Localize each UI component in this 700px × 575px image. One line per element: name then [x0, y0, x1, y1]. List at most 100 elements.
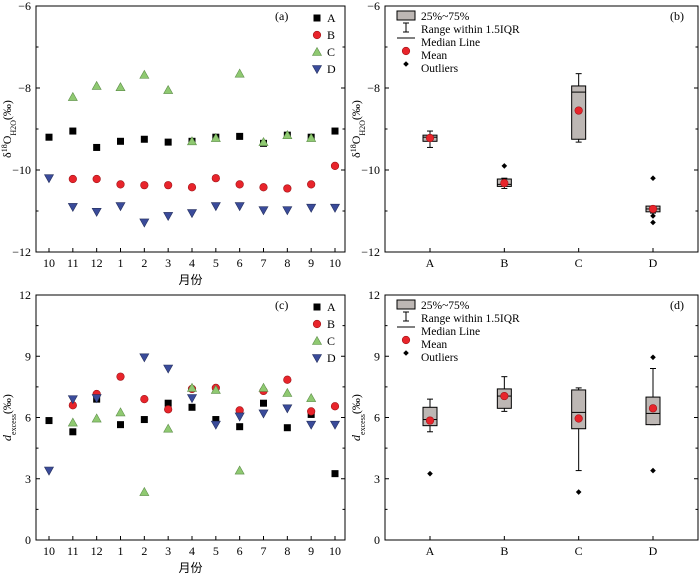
x-tick-label: 7: [261, 256, 267, 270]
point-A: [236, 132, 244, 140]
x-tick-label: 10: [43, 544, 55, 558]
mean-marker: [425, 416, 435, 425]
legend-marker-A: [313, 303, 321, 311]
y-tick-label: 3: [374, 472, 380, 486]
legend-label: B: [327, 28, 335, 42]
x-tick-label: 1: [118, 256, 124, 270]
mean-marker: [574, 106, 583, 115]
y-axis-label: δ18OH2O(‰): [349, 100, 367, 158]
point-A: [117, 421, 124, 429]
panel-1: −12 −10 −8 −6 δ18OH2O(‰) A B C D (b) 25%~75%Range …: [349, 0, 699, 270]
point-D: [210, 420, 221, 430]
panel-label: (b): [670, 9, 684, 23]
y-tick-label: 6: [25, 411, 31, 425]
point-A: [188, 403, 196, 411]
box-A: [422, 398, 438, 477]
point-A: [45, 133, 53, 141]
legend-marker-B: [312, 30, 322, 40]
point-B: [211, 174, 220, 183]
point-C: [258, 382, 269, 392]
x-tick-label: 12: [91, 544, 103, 558]
point-C: [186, 136, 198, 146]
point-D: [306, 203, 317, 213]
point-A: [164, 138, 172, 146]
point-D: [163, 364, 174, 374]
point-B: [116, 180, 125, 189]
point-C: [186, 382, 198, 392]
legend-marker-A: [313, 14, 321, 22]
box-B: [496, 376, 512, 412]
iqr-box: [571, 389, 587, 430]
point-A: [331, 470, 339, 478]
legend-label: A: [327, 300, 336, 314]
point-C: [115, 82, 126, 91]
box-D: [645, 175, 661, 226]
outlier-marker: [501, 163, 508, 169]
y-tick-label: −6: [367, 0, 380, 13]
point-B: [92, 174, 101, 184]
point-D: [329, 203, 341, 213]
x-tick-label: C: [575, 256, 583, 270]
outlier-marker: [575, 489, 582, 495]
legend-label: Range within 1.5IQR: [421, 24, 520, 36]
point-D: [43, 466, 55, 476]
point-D: [139, 353, 150, 363]
point-A: [140, 416, 148, 424]
point-C: [139, 69, 150, 79]
point-D: [91, 208, 102, 217]
x-tick-label: 4: [189, 256, 195, 270]
y-tick-label: −6: [18, 0, 31, 13]
plot-frame: [35, 294, 346, 541]
legend-label: Median Line: [421, 326, 480, 338]
outlier-marker: [650, 219, 656, 226]
y-tick-label: 6: [374, 411, 380, 425]
x-tick-label: 1: [118, 544, 124, 558]
point-D: [115, 202, 126, 212]
point-B: [187, 183, 197, 192]
x-tick-label: 6: [237, 256, 243, 270]
point-D: [282, 404, 293, 414]
legend-label: Median Line: [421, 37, 480, 49]
point-B: [307, 407, 316, 416]
x-tick-label: 5: [213, 256, 219, 270]
x-axis-label: 月份: [178, 561, 202, 575]
legend-label: 25%~75%: [421, 300, 470, 312]
point-C: [258, 137, 269, 146]
point-A: [45, 417, 53, 425]
x-tick-label: 8: [284, 256, 290, 270]
point-C: [210, 384, 221, 394]
x-axis-label: 月份: [178, 273, 202, 287]
x-tick-label: C: [575, 544, 583, 558]
point-D: [186, 394, 198, 404]
x-tick-label: 8: [284, 544, 290, 558]
y-tick-label: 3: [25, 472, 31, 486]
y-tick-label: −8: [18, 81, 31, 95]
point-B: [259, 183, 268, 192]
x-tick-label: 10: [329, 256, 341, 270]
y-axis-label: dexcess(‰): [0, 394, 18, 441]
point-A: [164, 399, 172, 407]
point-D: [139, 218, 150, 228]
panel-label: (a): [275, 9, 288, 23]
point-C: [163, 423, 174, 433]
x-tick-label: B: [500, 544, 508, 558]
x-tick-label: 4: [189, 544, 195, 558]
y-axis-label: δ18OH2O(‰): [0, 100, 18, 158]
point-B: [330, 402, 340, 411]
x-tick-label: 7: [261, 544, 267, 558]
x-tick-label: 2: [141, 544, 147, 558]
point-C: [282, 130, 293, 139]
outlier-marker: [650, 213, 656, 219]
x-tick-label: D: [649, 544, 658, 558]
point-D: [91, 394, 102, 404]
point-D: [186, 209, 198, 219]
point-C: [67, 91, 78, 101]
legend-marker-C: [311, 46, 323, 56]
y-tick-label: 0: [374, 533, 380, 547]
x-tick-label: B: [500, 256, 508, 270]
point-D: [258, 206, 269, 216]
point-B: [140, 181, 149, 190]
legend-label: Outliers: [421, 63, 459, 75]
